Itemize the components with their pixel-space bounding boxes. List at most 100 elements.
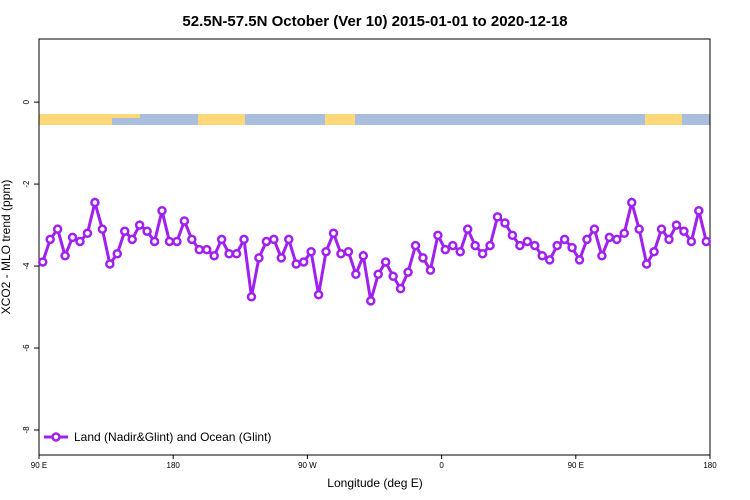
point <box>112 249 123 259</box>
point <box>209 251 219 261</box>
point <box>641 259 652 269</box>
y-axis-label: XCO2 - MLO trend (ppm) <box>0 180 13 315</box>
point <box>343 246 354 257</box>
point <box>604 232 615 243</box>
y-tick-label: -2 <box>22 180 31 188</box>
y-tick-label: -4 <box>22 262 31 270</box>
series-line <box>41 196 708 302</box>
point <box>269 234 279 245</box>
point <box>261 236 272 247</box>
point <box>239 234 249 245</box>
point <box>418 253 428 263</box>
point <box>202 244 212 255</box>
x-tick-label: 180 <box>703 461 717 470</box>
point <box>544 255 555 265</box>
point <box>485 240 495 251</box>
point <box>60 251 70 261</box>
point <box>157 205 167 216</box>
legend-marker <box>51 432 61 442</box>
point <box>395 283 406 294</box>
point <box>224 249 234 259</box>
point <box>671 220 682 230</box>
x-tick-label: 180 <box>167 461 181 470</box>
point <box>589 224 600 234</box>
point <box>52 224 63 234</box>
point <box>358 251 369 261</box>
point <box>336 249 346 259</box>
point <box>694 205 704 216</box>
point <box>619 228 630 239</box>
point <box>410 240 421 251</box>
point <box>403 267 413 277</box>
point <box>291 259 301 269</box>
point <box>45 234 55 245</box>
point <box>351 269 361 280</box>
point <box>187 234 197 245</box>
x-tick-label: 90 E <box>568 461 584 470</box>
point <box>172 236 182 247</box>
point <box>448 240 458 251</box>
point <box>231 249 242 259</box>
point <box>664 234 674 245</box>
y-tick-label: 0 <box>22 99 31 104</box>
point <box>67 232 78 243</box>
y-tick-label: -8 <box>22 426 31 434</box>
point <box>686 236 697 247</box>
point <box>515 240 525 251</box>
land-ocean-strip <box>39 114 710 125</box>
point <box>380 257 391 267</box>
point <box>567 242 577 253</box>
point <box>522 236 533 247</box>
point <box>75 236 85 247</box>
point <box>530 240 540 251</box>
point <box>276 253 287 263</box>
chart-title: 52.5N-57.5N October (Ver 10) 2015-01-01 … <box>182 13 567 30</box>
point <box>388 271 398 282</box>
point <box>366 296 376 306</box>
plot-frame <box>38 38 711 456</box>
point <box>559 234 570 245</box>
x-tick-label: 90 W <box>298 461 317 470</box>
point <box>656 224 667 234</box>
point <box>612 234 622 245</box>
point <box>373 269 383 280</box>
x-axis-label: Longitude (deg E) <box>327 476 422 490</box>
point <box>626 197 637 208</box>
point <box>500 218 510 228</box>
point <box>649 246 659 257</box>
point <box>574 255 585 265</box>
point <box>164 236 175 247</box>
point <box>254 253 264 263</box>
point <box>216 234 227 245</box>
point <box>97 224 108 234</box>
point <box>470 240 480 251</box>
point <box>90 197 100 208</box>
point <box>313 289 324 300</box>
point <box>119 226 130 236</box>
point <box>634 224 644 234</box>
point <box>507 230 518 241</box>
point <box>142 226 152 236</box>
point <box>455 246 465 257</box>
point <box>477 249 488 259</box>
point <box>194 244 205 255</box>
point <box>537 251 547 261</box>
point <box>425 265 436 275</box>
point <box>306 246 316 257</box>
point <box>37 257 48 267</box>
point <box>127 234 137 245</box>
legend-label: Land (Nadir&Glint) and Ocean (Glint) <box>74 430 271 444</box>
point <box>462 224 473 234</box>
point <box>552 240 562 251</box>
point <box>328 228 339 239</box>
x-tick-label: 90 E <box>31 461 47 470</box>
point <box>82 228 93 239</box>
point <box>284 234 294 245</box>
point <box>134 220 145 230</box>
point <box>582 234 592 245</box>
point <box>298 257 309 267</box>
point <box>597 251 607 261</box>
point <box>440 244 451 255</box>
point <box>105 259 115 269</box>
